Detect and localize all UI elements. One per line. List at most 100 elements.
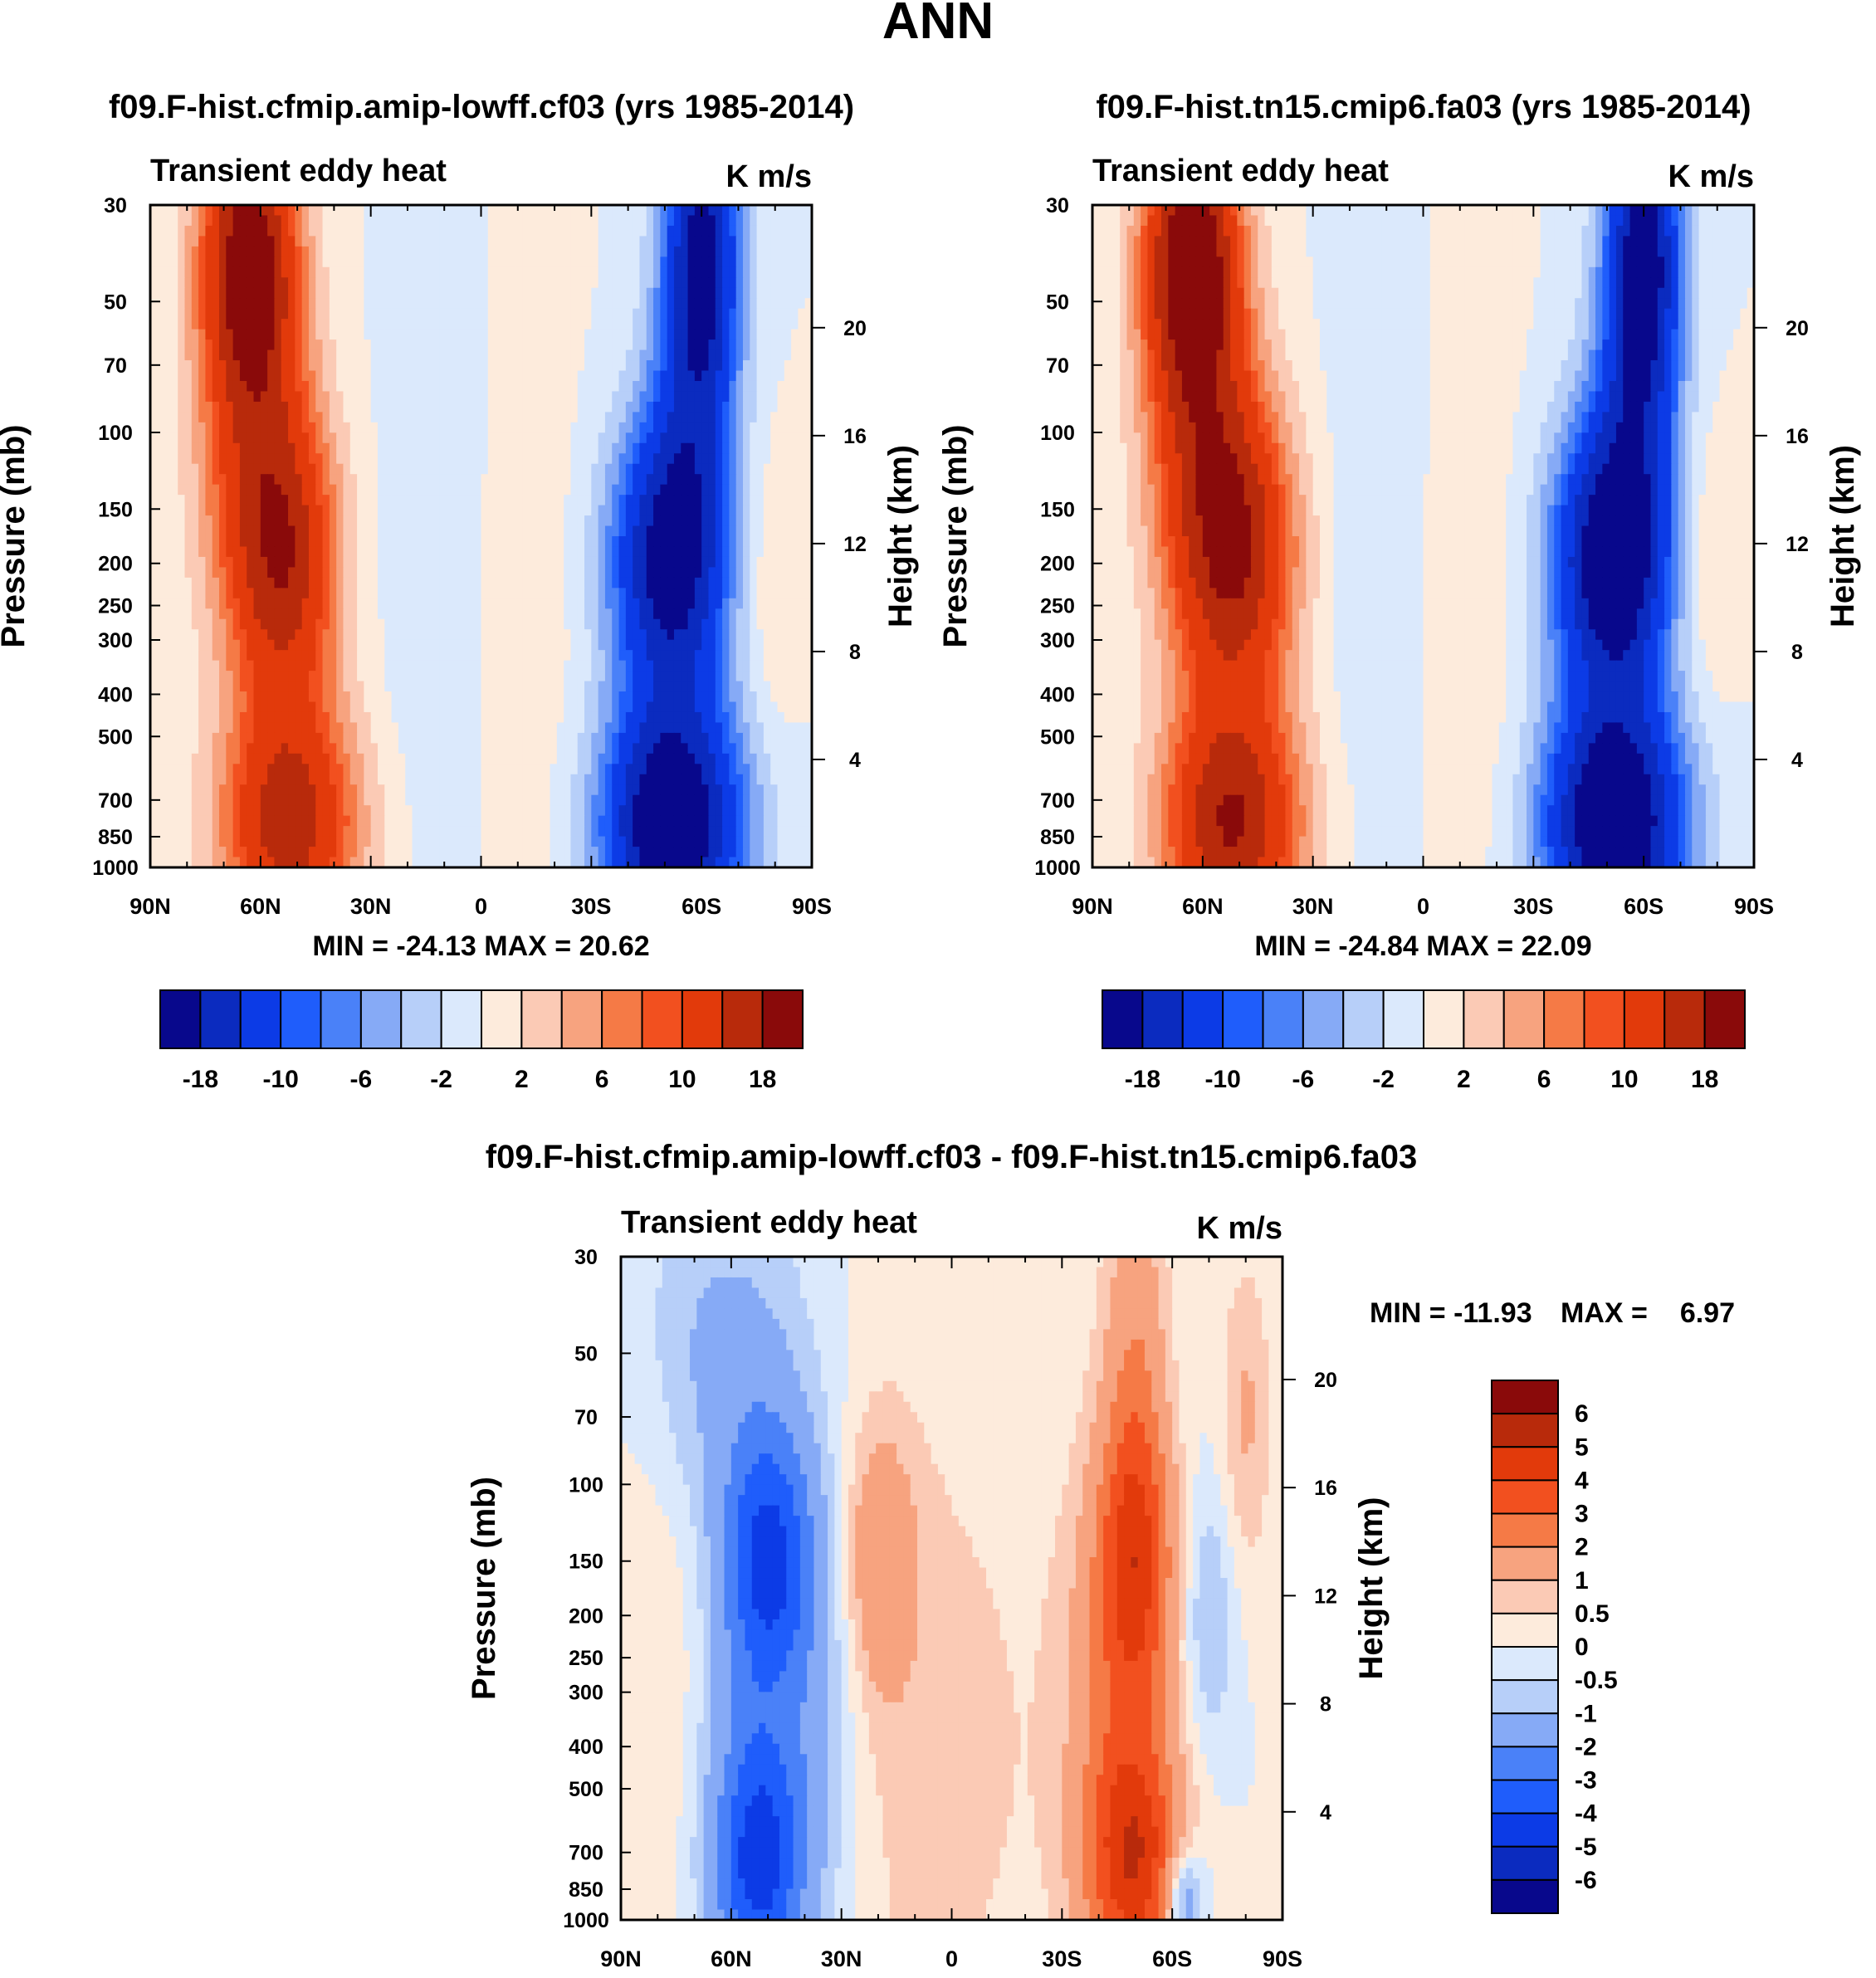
field-cell <box>398 205 406 217</box>
field-cell <box>495 722 502 734</box>
field-cell <box>474 360 482 372</box>
field-cell <box>708 681 716 692</box>
field-cell <box>267 474 276 486</box>
field-cell <box>667 671 675 682</box>
field-cell <box>267 536 276 548</box>
field-cell <box>784 401 792 413</box>
field-cell <box>370 205 379 217</box>
field-cell <box>391 401 399 413</box>
field-cell <box>535 442 544 454</box>
field-cell <box>522 256 530 268</box>
field-cell <box>522 598 530 609</box>
field-cell <box>535 588 544 599</box>
field-cell <box>653 546 661 558</box>
field-cell <box>260 484 268 496</box>
field-cell <box>742 671 750 682</box>
field-cell <box>398 556 406 569</box>
field-cell <box>770 484 779 496</box>
field-cell <box>349 205 358 217</box>
field-cell <box>391 339 399 351</box>
field-cell <box>219 681 227 692</box>
field-cell <box>687 205 696 217</box>
field-cell <box>308 567 316 579</box>
field-cell <box>439 660 447 672</box>
field-cell <box>556 360 564 372</box>
field-cell <box>281 608 289 620</box>
field-cell <box>308 412 316 423</box>
field-cell <box>570 618 579 630</box>
field-cell <box>170 391 178 403</box>
field-cell <box>219 370 227 382</box>
field-cell <box>295 474 303 486</box>
field-cell <box>398 536 406 548</box>
field-cell <box>625 360 633 372</box>
field-cell <box>322 277 330 289</box>
field-cell <box>598 463 606 475</box>
field-cell <box>735 266 744 278</box>
field-cell <box>770 722 779 734</box>
field-cell <box>742 495 750 506</box>
field-cell <box>564 298 572 310</box>
field-cell <box>212 701 220 713</box>
field-cell <box>295 536 303 548</box>
field-cell <box>543 484 551 496</box>
field-cell <box>150 266 158 278</box>
field-cell <box>625 412 633 423</box>
field-cell <box>763 298 771 310</box>
field-cell <box>150 370 158 382</box>
field-cell <box>791 588 799 599</box>
field-cell <box>384 391 393 403</box>
field-cell <box>260 505 268 516</box>
field-cell <box>673 370 682 382</box>
field-cell <box>357 608 364 620</box>
field-cell <box>184 401 193 413</box>
field-cell <box>260 319 268 330</box>
field-cell <box>556 236 564 247</box>
field-cell <box>178 225 186 237</box>
field-cell <box>205 360 213 372</box>
field-cell <box>612 598 620 609</box>
field-cell <box>357 618 364 630</box>
field-cell <box>453 598 462 609</box>
field-cell <box>591 639 599 651</box>
field-cell <box>495 442 502 454</box>
field-cell <box>481 515 489 527</box>
field-cell <box>529 453 537 465</box>
field-cell <box>364 463 372 475</box>
field-cell <box>357 205 364 217</box>
field-cell <box>529 681 537 692</box>
field-cell <box>556 308 564 320</box>
field-cell <box>349 525 358 537</box>
field-cell <box>239 629 247 641</box>
field-cell <box>633 298 641 310</box>
field-cell <box>756 401 765 413</box>
field-cell <box>315 442 324 454</box>
field-cell <box>370 639 379 651</box>
field-cell <box>184 256 193 268</box>
field-cell <box>446 266 454 278</box>
field-cell <box>633 505 641 516</box>
field-cell <box>763 495 771 506</box>
field-cell <box>418 256 427 268</box>
field-cell <box>604 380 613 393</box>
field-cell <box>735 711 744 724</box>
field-cell <box>205 277 213 289</box>
field-cell <box>750 484 758 496</box>
field-cell <box>226 505 234 516</box>
field-cell <box>398 463 406 475</box>
field-cell <box>784 370 792 382</box>
field-cell <box>777 380 785 393</box>
field-cell <box>219 495 227 506</box>
field-cell <box>184 618 193 630</box>
field-cell <box>170 618 178 630</box>
field-cell <box>308 277 316 289</box>
field-cell <box>742 277 750 289</box>
field-cell <box>219 432 227 444</box>
field-cell <box>315 349 324 361</box>
field-cell <box>522 225 530 237</box>
field-cell <box>336 598 344 609</box>
field-cell <box>391 495 399 506</box>
field-cell <box>798 505 806 516</box>
field-cell <box>370 536 379 548</box>
field-cell <box>391 319 399 330</box>
